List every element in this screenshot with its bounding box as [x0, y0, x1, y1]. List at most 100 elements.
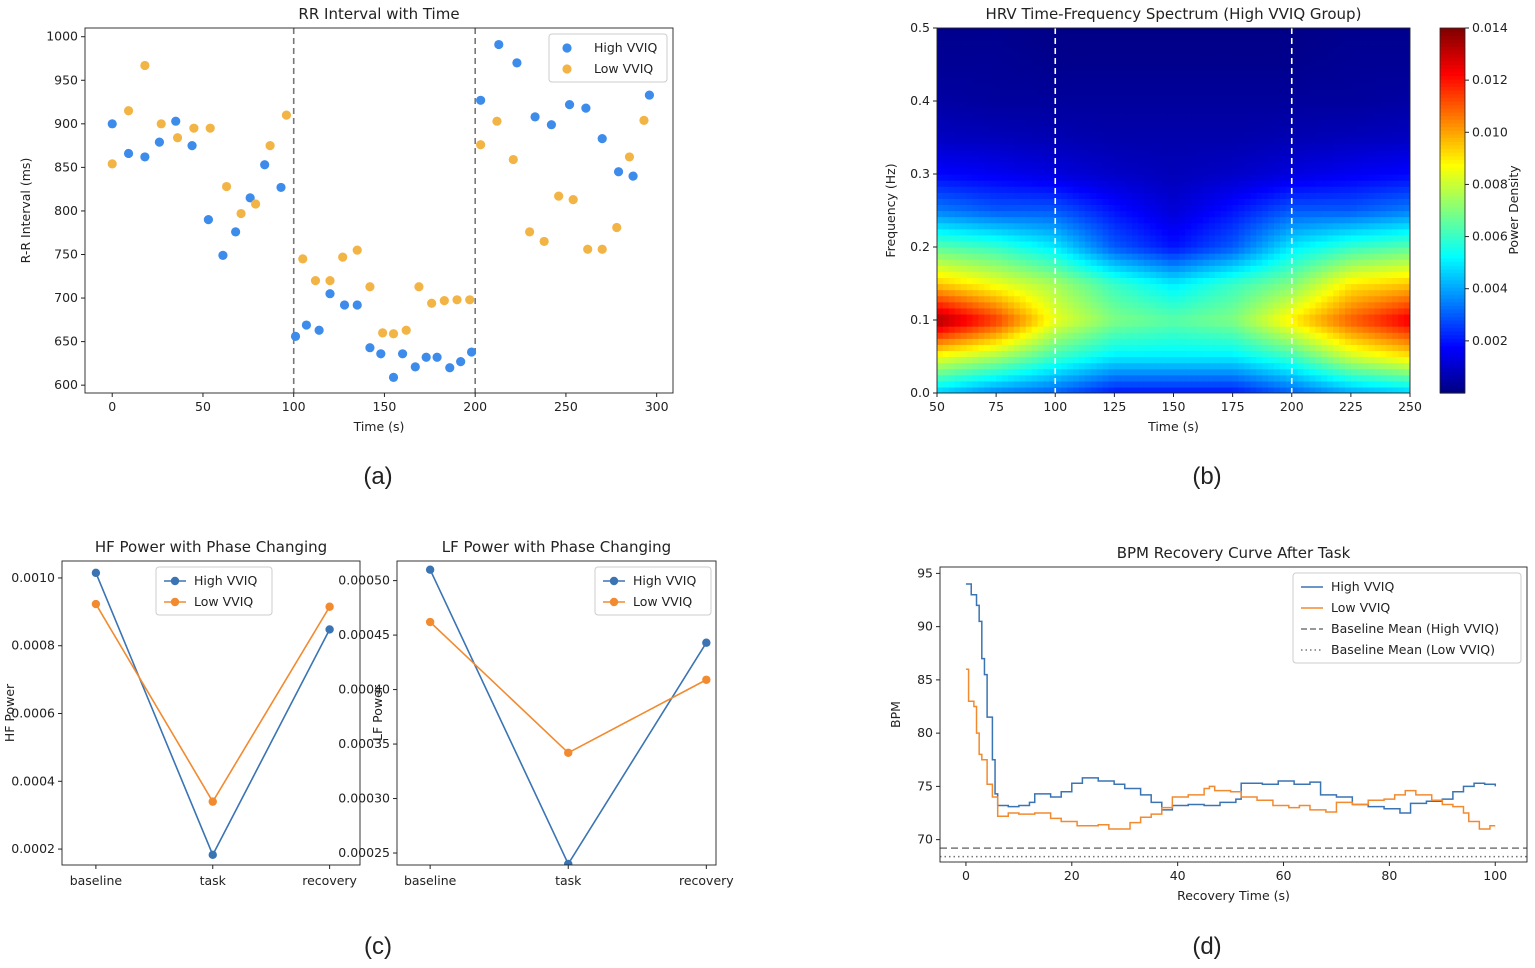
- colorbar-segment: [1440, 181, 1465, 186]
- heatmap-cell: [1007, 149, 1015, 157]
- heatmap-cell: [978, 155, 985, 163]
- heatmap-cell: [1297, 204, 1305, 212]
- heatmap-cell: [1297, 46, 1305, 53]
- heatmap-cell: [1185, 180, 1192, 187]
- heatmap-cell: [1291, 119, 1299, 126]
- heatmap-cell: [1203, 119, 1210, 126]
- heatmap-cell: [1108, 362, 1115, 370]
- heatmap-cell: [1185, 174, 1192, 181]
- heatmap-cell: [1191, 277, 1198, 285]
- heatmap-cell: [1143, 253, 1151, 260]
- heatmap-cell: [1067, 326, 1074, 333]
- heatmap-cell: [1019, 356, 1027, 364]
- heatmap-cell: [1244, 380, 1251, 388]
- heatmap-cell: [984, 344, 991, 352]
- heatmap-cell: [1002, 113, 1009, 120]
- heatmap-cell: [1002, 338, 1009, 345]
- heatmap-cell: [1037, 46, 1045, 53]
- heatmap-cell: [966, 295, 974, 303]
- heatmap-cell: [1244, 332, 1251, 339]
- heatmap-cell: [1013, 210, 1021, 218]
- heatmap-cell: [1256, 247, 1263, 254]
- heatmap-cell: [1138, 307, 1145, 315]
- heatmap-cell: [948, 192, 956, 199]
- heatmap-cell: [1126, 192, 1133, 199]
- heatmap-cell: [1244, 204, 1251, 212]
- heatmap-cell: [1208, 356, 1216, 364]
- heatmap-cell: [1132, 107, 1139, 114]
- heatmap-cell: [1297, 313, 1305, 321]
- heatmap-cell: [1297, 28, 1305, 35]
- heatmap-cell: [1090, 167, 1098, 175]
- heatmap-cell: [1055, 380, 1062, 388]
- heatmap-cell: [1067, 167, 1074, 175]
- heatmap-cell: [1019, 332, 1027, 339]
- heatmap-cell: [942, 137, 950, 145]
- heatmap-cell: [942, 216, 950, 224]
- heatmap-cell: [1203, 52, 1210, 60]
- heatmap-cell: [1084, 125, 1092, 133]
- heatmap-cell: [978, 326, 985, 333]
- heatmap-cell: [1155, 143, 1163, 151]
- heatmap-cell: [1185, 259, 1192, 266]
- heatmap-cell: [1108, 192, 1115, 199]
- heatmap-cell: [1179, 332, 1186, 339]
- heatmap-cell: [960, 289, 968, 297]
- heatmap-cell: [966, 40, 974, 47]
- heatmap-cell: [1274, 313, 1281, 321]
- heatmap-cell: [1303, 161, 1311, 169]
- heatmap-cell: [1197, 216, 1204, 224]
- heatmap-cell: [1404, 131, 1410, 139]
- heatmap-cell: [990, 180, 997, 187]
- heatmap-cell: [1362, 186, 1370, 193]
- heatmap-cell: [1356, 192, 1364, 199]
- heatmap-cell: [1007, 344, 1015, 352]
- heatmap-cell: [1268, 204, 1275, 212]
- heatmap-cell: [1149, 113, 1157, 120]
- heatmap-cell: [1333, 228, 1340, 236]
- colorbar-segment: [1440, 221, 1465, 226]
- heatmap-cell: [1049, 180, 1056, 187]
- heatmap-cell: [1031, 204, 1039, 212]
- heatmap-cell: [990, 58, 997, 66]
- heatmap-cell: [1013, 34, 1021, 41]
- heatmap-cell: [972, 222, 979, 230]
- heatmap-cell: [1120, 149, 1127, 157]
- heatmap-cell: [1232, 216, 1240, 224]
- heatmap-cell: [1368, 101, 1376, 108]
- heatmap-cell: [942, 380, 950, 388]
- heatmap-cell: [1356, 125, 1364, 133]
- heatmap-cell: [1138, 70, 1145, 78]
- heatmap-cell: [1179, 174, 1186, 181]
- heatmap-cell: [942, 155, 950, 163]
- heatmap-cell: [1274, 46, 1281, 53]
- heatmap-cell: [1072, 174, 1080, 181]
- heatmap-cell: [1392, 101, 1399, 108]
- heatmap-cell: [1268, 386, 1275, 393]
- heatmap-cell: [1398, 88, 1405, 96]
- heatmap-cell: [1185, 192, 1192, 199]
- heatmap-cell: [1078, 374, 1086, 382]
- heatmap-cell: [966, 216, 974, 224]
- heatmap-cell: [1096, 137, 1104, 145]
- heatmap-cell: [966, 149, 974, 157]
- heatmap-cell: [1309, 101, 1316, 108]
- heatmap-cell: [1067, 155, 1074, 163]
- heatmap-cell: [960, 70, 968, 78]
- heatmap-cell: [1350, 289, 1358, 297]
- heatmap-cell: [1274, 204, 1281, 212]
- heatmap-cell: [1061, 82, 1068, 90]
- heatmap-cell: [1374, 259, 1382, 266]
- heatmap-cell: [1096, 82, 1104, 90]
- heatmap-cell: [1339, 301, 1346, 309]
- heatmap-cell: [978, 332, 985, 339]
- heatmap-cell: [1161, 58, 1169, 66]
- heatmap-cell: [1362, 386, 1370, 393]
- heatmap-cell: [1262, 216, 1269, 224]
- heatmap-cell: [1055, 143, 1062, 151]
- heatmap-cell: [1149, 253, 1157, 260]
- heatmap-cell: [1203, 58, 1210, 66]
- heatmap-cell: [1285, 76, 1293, 84]
- heatmap-cell: [966, 332, 974, 339]
- heatmap-cell: [1285, 52, 1293, 60]
